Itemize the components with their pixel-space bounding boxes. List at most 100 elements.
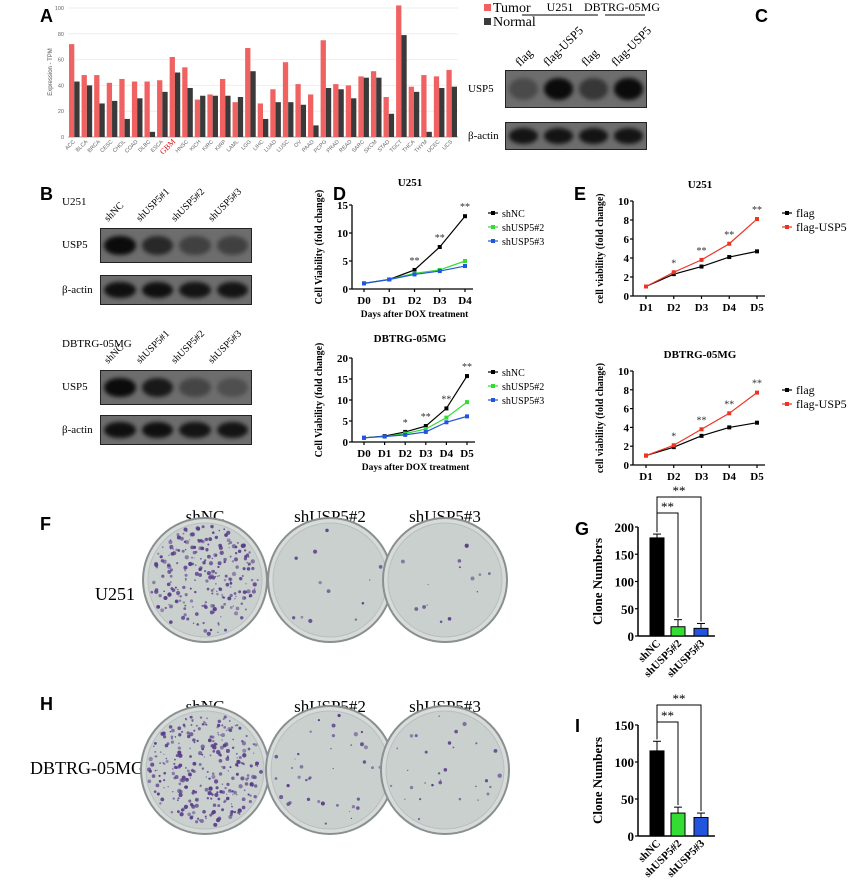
colony <box>162 761 165 765</box>
colony <box>351 805 356 809</box>
colony <box>253 794 257 799</box>
lane-label: flag <box>578 46 601 69</box>
colony <box>226 756 229 759</box>
bar-normal-BLCA <box>86 85 93 137</box>
colony <box>202 621 205 625</box>
bar-normal-BRCA <box>99 103 105 137</box>
colony <box>229 586 232 588</box>
data-point <box>437 245 442 249</box>
colony <box>227 788 232 793</box>
colony <box>189 599 194 603</box>
colony <box>203 720 205 723</box>
colony <box>229 766 232 769</box>
colony <box>254 743 258 747</box>
colony <box>417 817 421 821</box>
colony <box>246 561 249 564</box>
colony <box>195 820 199 824</box>
bar-tumor-PRAD <box>333 84 339 137</box>
x-tick-label: KICH <box>189 139 203 153</box>
colony <box>223 528 226 531</box>
colony <box>404 798 406 801</box>
legend-swatch <box>484 18 491 25</box>
panel-label: D <box>333 184 346 204</box>
y-tick-label: 8 <box>624 385 630 397</box>
colony <box>178 733 182 737</box>
colony <box>218 721 221 723</box>
colony <box>157 552 160 555</box>
x-tick-label: PCPG <box>313 139 328 154</box>
colony <box>211 531 215 534</box>
colony <box>199 716 203 719</box>
colony <box>253 784 258 788</box>
y-tick-label: 200 <box>615 520 635 535</box>
significance-marker: ** <box>697 246 707 257</box>
colony <box>198 751 203 756</box>
bar-normal-PAAD <box>313 125 319 137</box>
bar-normal-THCA <box>413 91 420 137</box>
colony <box>324 822 327 825</box>
colony <box>317 799 321 804</box>
legend-swatch <box>484 4 491 11</box>
colony <box>437 772 441 775</box>
lane-label: shUSP5#1 <box>134 186 172 224</box>
colony <box>177 549 181 552</box>
x-tick-label: DLBC <box>138 139 153 154</box>
colony <box>259 770 263 774</box>
data-point <box>699 257 704 262</box>
colony <box>223 726 227 729</box>
bar-shUSP5#3 <box>693 817 709 837</box>
colony <box>167 592 172 597</box>
x-tick-label: D1 <box>378 448 391 460</box>
colony <box>218 574 221 577</box>
colony <box>419 798 422 801</box>
colony <box>169 620 173 624</box>
colony <box>251 785 254 787</box>
significance-marker: ** <box>460 202 470 213</box>
colony <box>241 574 244 578</box>
band <box>104 377 136 398</box>
y-tick-label: 2 <box>624 272 630 284</box>
x-tick-label: SKCM <box>363 139 379 155</box>
colony <box>493 748 498 753</box>
bar-normal-LUSC <box>288 102 294 137</box>
colony <box>409 734 414 738</box>
bar-tumor-GBM <box>169 57 175 137</box>
colony <box>159 751 162 753</box>
colony <box>209 813 213 817</box>
colony <box>458 566 461 569</box>
colony <box>160 608 165 613</box>
y-tick-label: 15 <box>337 200 349 212</box>
colony <box>256 578 259 582</box>
colony <box>247 747 251 751</box>
data-point <box>412 267 417 272</box>
colony <box>229 582 233 585</box>
x-tick-label: D4 <box>723 471 737 483</box>
row-label: USP5 <box>62 239 88 251</box>
colony <box>177 797 180 800</box>
x-tick-label: OV <box>293 139 303 149</box>
colony <box>235 595 237 598</box>
data-point <box>727 255 732 260</box>
colony <box>476 591 479 593</box>
colony <box>215 786 219 790</box>
colony <box>337 713 341 718</box>
y-tick-label: 150 <box>615 718 635 733</box>
bar-normal-UCS <box>451 86 457 137</box>
data-point <box>463 264 467 269</box>
colony <box>200 744 205 749</box>
colony <box>256 765 259 767</box>
colony <box>178 595 180 597</box>
colony <box>212 803 217 807</box>
colony <box>218 587 222 590</box>
colony <box>286 784 290 788</box>
y-tick-label: 40 <box>58 83 64 89</box>
colony <box>181 549 185 553</box>
colony <box>214 792 219 798</box>
data-point <box>755 249 759 254</box>
legend-marker <box>491 384 495 388</box>
band <box>613 78 644 100</box>
colony <box>208 786 213 791</box>
colony <box>212 604 215 607</box>
colony <box>241 740 244 743</box>
